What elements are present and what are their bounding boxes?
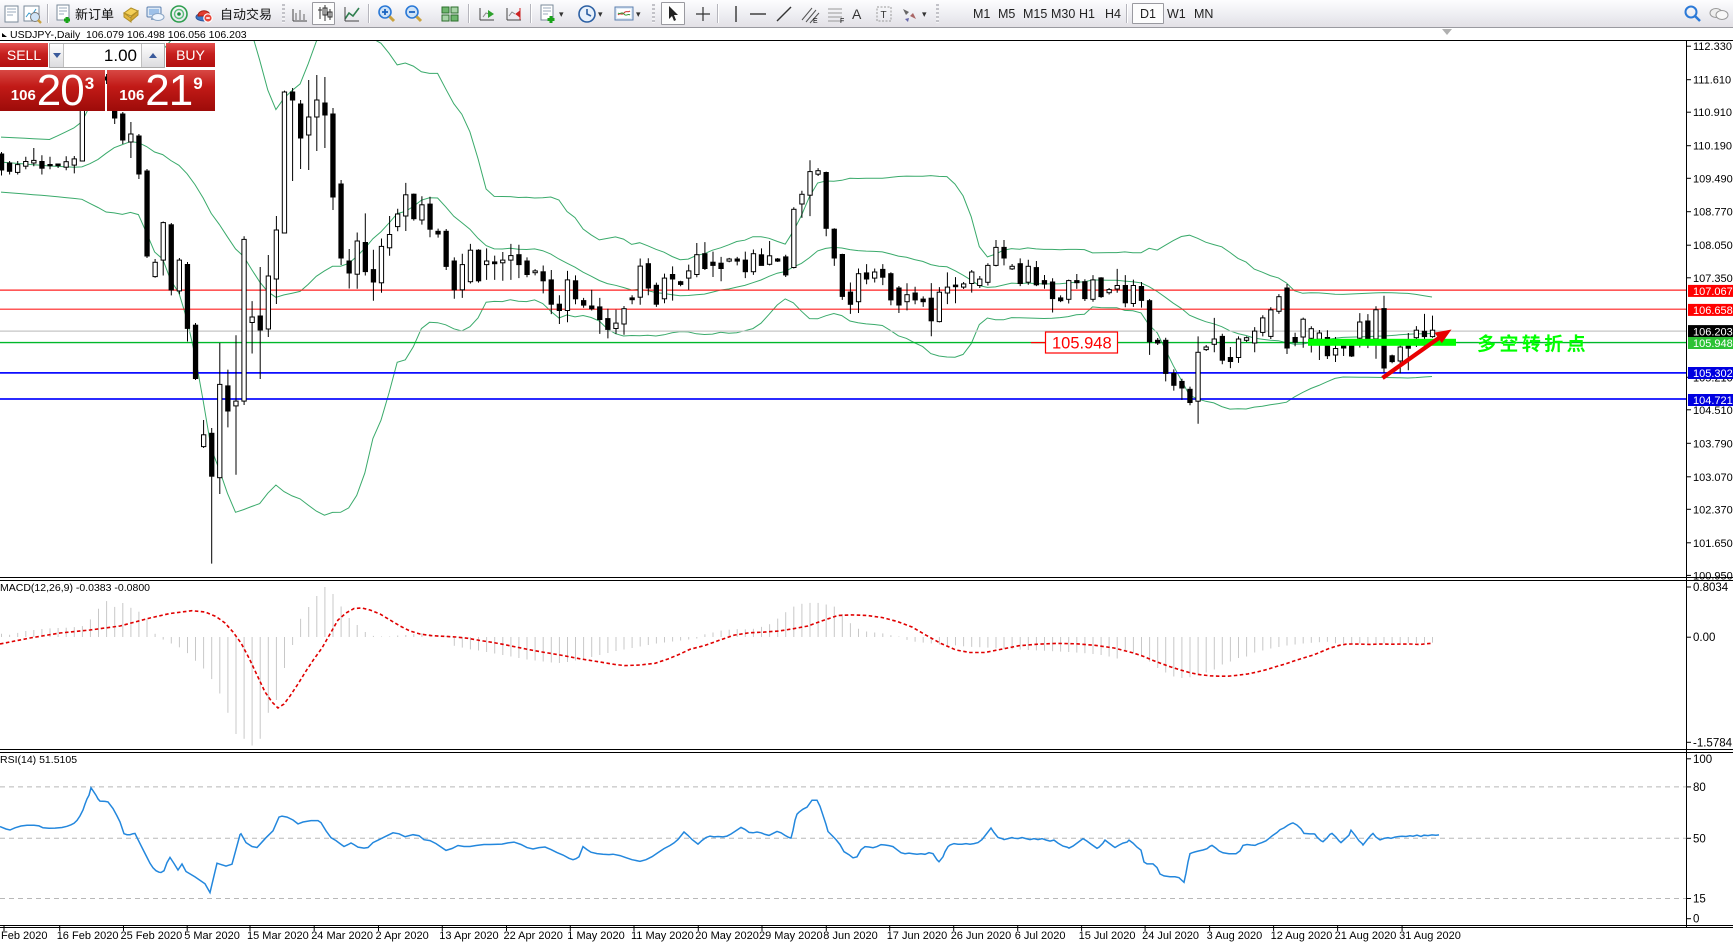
svg-text:31 Aug 2020: 31 Aug 2020 [1399,930,1461,942]
svg-text:17 Jun 2020: 17 Jun 2020 [887,930,948,942]
svg-text:20 May 2020: 20 May 2020 [695,930,759,942]
svg-text:F: F [840,18,844,24]
svg-text:2 Apr 2020: 2 Apr 2020 [376,930,429,942]
svg-text:100.950: 100.950 [1693,570,1733,582]
svg-text:0.8034: 0.8034 [1693,582,1729,594]
svg-text:E: E [813,18,818,24]
svg-text:105.302: 105.302 [1693,368,1733,380]
svg-text:3 Aug 2020: 3 Aug 2020 [1207,930,1263,942]
svg-text:RSI(14) 51.5105: RSI(14) 51.5105 [0,754,77,766]
svg-text:16 Feb 2020: 16 Feb 2020 [57,930,119,942]
svg-text:103.790: 103.790 [1693,438,1733,450]
svg-text:6 Jul 2020: 6 Jul 2020 [1015,930,1066,942]
svg-text:104.510: 104.510 [1693,405,1733,417]
svg-text:105.948: 105.948 [1052,335,1112,353]
svg-text:MACD(12,26,9) -0.0383 -0.0800: MACD(12,26,9) -0.0383 -0.0800 [0,582,150,594]
svg-text:15 Jul 2020: 15 Jul 2020 [1079,930,1136,942]
svg-text:29 May 2020: 29 May 2020 [759,930,823,942]
svg-text:108.050: 108.050 [1693,240,1733,252]
svg-text:80: 80 [1693,782,1706,794]
svg-text:-1.5784: -1.5784 [1693,737,1733,749]
svg-text:5 Mar 2020: 5 Mar 2020 [184,930,240,942]
svg-text:21 Aug 2020: 21 Aug 2020 [1335,930,1397,942]
svg-text:0.00: 0.00 [1693,632,1715,644]
svg-text:110.190: 110.190 [1693,141,1732,153]
svg-text:111.610: 111.610 [1693,75,1731,87]
svg-text:12 Aug 2020: 12 Aug 2020 [1271,930,1333,942]
svg-text:15: 15 [1693,894,1706,906]
svg-text:107.350: 107.350 [1693,273,1733,285]
svg-text:0: 0 [1693,914,1699,926]
svg-text:25 Feb 2020: 25 Feb 2020 [121,930,183,942]
svg-text:107.067: 107.067 [1693,286,1733,298]
svg-text:109.490: 109.490 [1693,173,1733,185]
svg-text:Feb 2020: Feb 2020 [1,930,47,942]
svg-text:106.658: 106.658 [1693,305,1733,317]
svg-text:102.370: 102.370 [1693,504,1733,516]
svg-text:110.910: 110.910 [1693,107,1732,119]
svg-text:26 Jun 2020: 26 Jun 2020 [951,930,1012,942]
svg-text:101.650: 101.650 [1693,538,1733,550]
svg-text:11 May 2020: 11 May 2020 [631,930,694,942]
svg-text:105.948: 105.948 [1693,338,1733,350]
svg-text:1 May 2020: 1 May 2020 [567,930,624,942]
svg-text:50: 50 [1693,833,1706,845]
svg-text:T: T [881,10,887,21]
svg-text:108.770: 108.770 [1693,207,1733,219]
svg-text:13 Apr 2020: 13 Apr 2020 [439,930,498,942]
svg-text:103.070: 103.070 [1693,472,1733,484]
svg-text:112.330: 112.330 [1693,41,1732,53]
svg-text:104.721: 104.721 [1693,395,1733,407]
svg-text:100: 100 [1693,754,1712,766]
svg-text:24 Mar 2020: 24 Mar 2020 [311,930,373,942]
svg-text:106.203: 106.203 [1693,326,1733,338]
svg-text:8 Jun 2020: 8 Jun 2020 [823,930,877,942]
svg-text:24 Jul 2020: 24 Jul 2020 [1142,930,1199,942]
svg-text:15 Mar 2020: 15 Mar 2020 [247,930,309,942]
svg-text:22 Apr 2020: 22 Apr 2020 [504,930,563,942]
